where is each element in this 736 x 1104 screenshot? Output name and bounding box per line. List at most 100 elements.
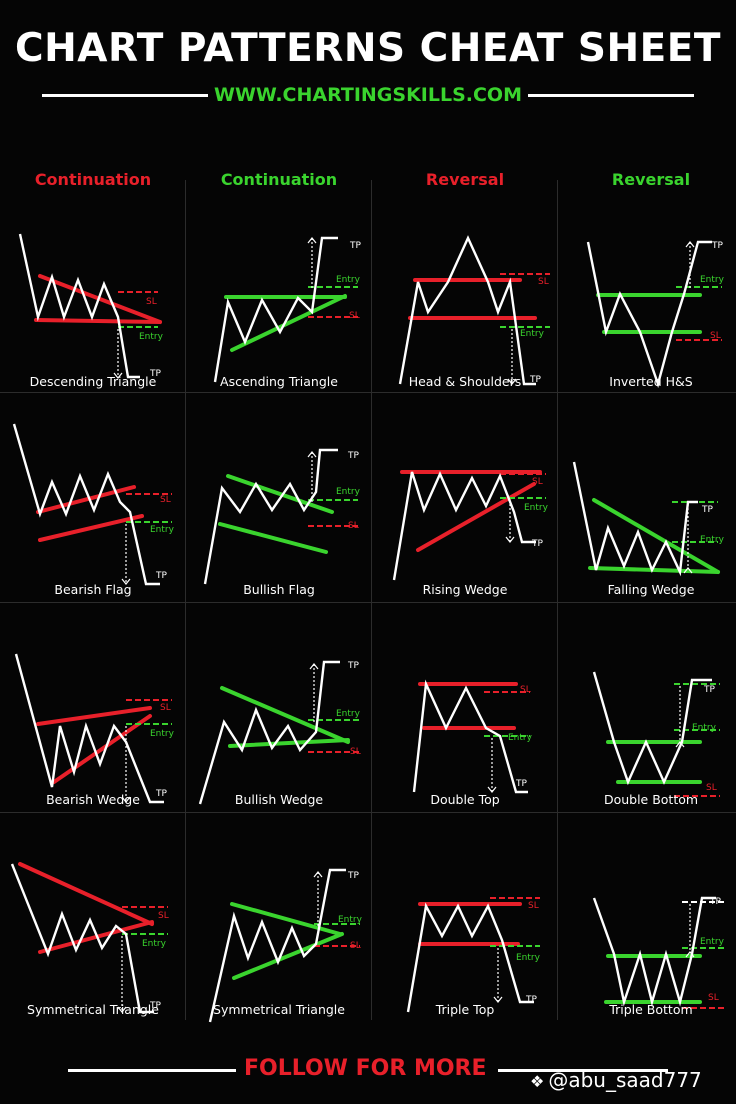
level-tag-sl: SL	[349, 311, 360, 321]
price-line	[10, 863, 154, 1014]
level-tag-entry: Entry	[338, 915, 363, 925]
pattern-diagram: SL Entry TP	[10, 862, 169, 1014]
pattern-name: Falling Wedge	[607, 582, 695, 597]
level-tag-entry: Entry	[516, 953, 541, 963]
arrow-head	[313, 871, 323, 878]
level-tag-tp: TP	[347, 451, 359, 461]
arrow-head	[307, 451, 317, 458]
level-tag-sl: SL	[708, 993, 719, 1003]
pattern-diagram: SL Entry TP	[398, 235, 550, 386]
arrow-head	[113, 372, 123, 379]
pattern-name: Double Bottom	[603, 792, 699, 807]
pattern-card: Entry SL TP Inverted H&S	[558, 192, 736, 404]
pattern-card: SL Entry TP Bearish Wedge	[0, 612, 186, 824]
category-label: Reversal	[611, 170, 691, 189]
price-line	[592, 896, 716, 1007]
level-tag-entry: Entry	[150, 729, 175, 739]
arrow-head	[121, 796, 131, 803]
price-line	[586, 240, 712, 389]
author-handle[interactable]: ❖ @abu_saad777	[530, 1068, 702, 1092]
pattern-line	[228, 738, 350, 748]
price-line	[412, 679, 528, 794]
pattern-line	[416, 482, 536, 552]
arrow-head	[309, 663, 319, 670]
pattern-line	[36, 706, 152, 726]
level-tag-sl: SL	[538, 277, 549, 287]
pattern-name: Triple Bottom	[609, 1002, 693, 1017]
pattern-diagram: TP Entry SL	[592, 896, 726, 1009]
price-line	[18, 233, 140, 379]
grid-divider	[557, 180, 558, 1020]
pattern-card: SL Entry TP Triple Top	[372, 822, 558, 1034]
pattern-line	[36, 485, 136, 514]
pattern-card: SL Entry TP Descending Triangle	[0, 192, 186, 404]
grid-divider	[0, 392, 736, 393]
url-banner: WWW.CHARTINGSKILLS.COM	[0, 84, 736, 106]
level-tag-sl: SL	[350, 941, 361, 951]
price-line	[213, 236, 338, 383]
pattern-name: Ascending Triangle	[220, 374, 338, 389]
grid-divider	[0, 812, 736, 813]
price-line	[592, 671, 712, 786]
level-tag-entry: Entry	[692, 723, 717, 733]
arrow-head	[493, 996, 503, 1003]
pattern-diagram: Entry SL TP	[198, 660, 361, 805]
arrow-head	[307, 237, 317, 244]
category-label: Reversal	[425, 170, 505, 189]
level-tag-entry: Entry	[336, 709, 361, 719]
level-tag-entry: Entry	[700, 535, 725, 545]
pattern-name: Descending Triangle	[29, 374, 157, 389]
level-tag-entry: Entry	[139, 332, 164, 342]
pattern-name: Rising Wedge	[422, 582, 508, 597]
patterns-grid: Continuation Continuation Reversal Rever…	[0, 162, 736, 1023]
pattern-card: SL Entry TP Bearish Flag	[0, 402, 186, 614]
level-tag-entry: Entry	[520, 329, 545, 339]
level-tag-entry: Entry	[508, 733, 533, 743]
price-line	[208, 868, 346, 1023]
pattern-card: SL Entry TP Rising Wedge	[372, 402, 558, 614]
level-tag-tp: TP	[347, 661, 359, 671]
arrow-head	[685, 241, 695, 248]
divider-left	[42, 94, 212, 97]
pattern-card: SL Entry TP Head & Shoulders	[372, 192, 558, 404]
level-tag-tp: TP	[149, 369, 161, 379]
level-tag-entry: Entry	[142, 939, 167, 949]
pattern-line	[230, 294, 347, 352]
pattern-card: TP Entry SL Double Bottom	[558, 612, 736, 824]
pattern-name: Bearish Flag	[54, 582, 132, 597]
pattern-line	[34, 318, 162, 324]
pattern-card: SL Entry TP Double Top	[372, 612, 558, 824]
level-tag-sl: SL	[350, 747, 361, 757]
level-tag-tp: TP	[347, 871, 359, 881]
price-line	[392, 471, 536, 581]
arrow-head	[675, 741, 685, 748]
pattern-name: Symmetrical Triangle	[213, 1002, 345, 1017]
pattern-name: Triple Top	[435, 1002, 495, 1017]
pattern-line	[38, 514, 144, 542]
level-tag-tp: TP	[155, 789, 167, 799]
pattern-diagram: TP Entry	[572, 461, 725, 577]
level-tag-entry: Entry	[336, 275, 361, 285]
pattern-line	[52, 714, 152, 784]
level-tag-entry: Entry	[700, 275, 725, 285]
level-tag-sl: SL	[160, 495, 171, 505]
level-tag-entry: Entry	[700, 937, 725, 947]
pattern-card: Entry SL TP Bullish Wedge	[186, 612, 372, 824]
arrow-head	[683, 567, 693, 574]
level-tag-tp: TP	[525, 995, 537, 1005]
level-tag-sl: SL	[528, 901, 539, 911]
pattern-card: SL Entry TP Symmetrical Triangle	[0, 822, 186, 1034]
grid-divider	[0, 602, 736, 603]
level-tag-sl: SL	[160, 703, 171, 713]
follow-cta[interactable]: FOLLOW FOR MORE	[244, 1056, 487, 1081]
pattern-card: TP Entry SL Triple Bottom	[558, 822, 736, 1034]
pattern-diagram: SL Entry TP	[18, 233, 164, 379]
website-url[interactable]: WWW.CHARTINGSKILLS.COM	[208, 84, 528, 106]
pattern-card: Entry SL TP Ascending Triangle	[186, 192, 372, 404]
grid-divider	[185, 180, 186, 1020]
price-line	[572, 461, 698, 577]
pattern-line	[592, 498, 720, 574]
handle-text: @abu_saad777	[548, 1068, 702, 1092]
pattern-diagram: TP Entry SL	[592, 671, 720, 797]
pattern-line	[226, 474, 334, 514]
